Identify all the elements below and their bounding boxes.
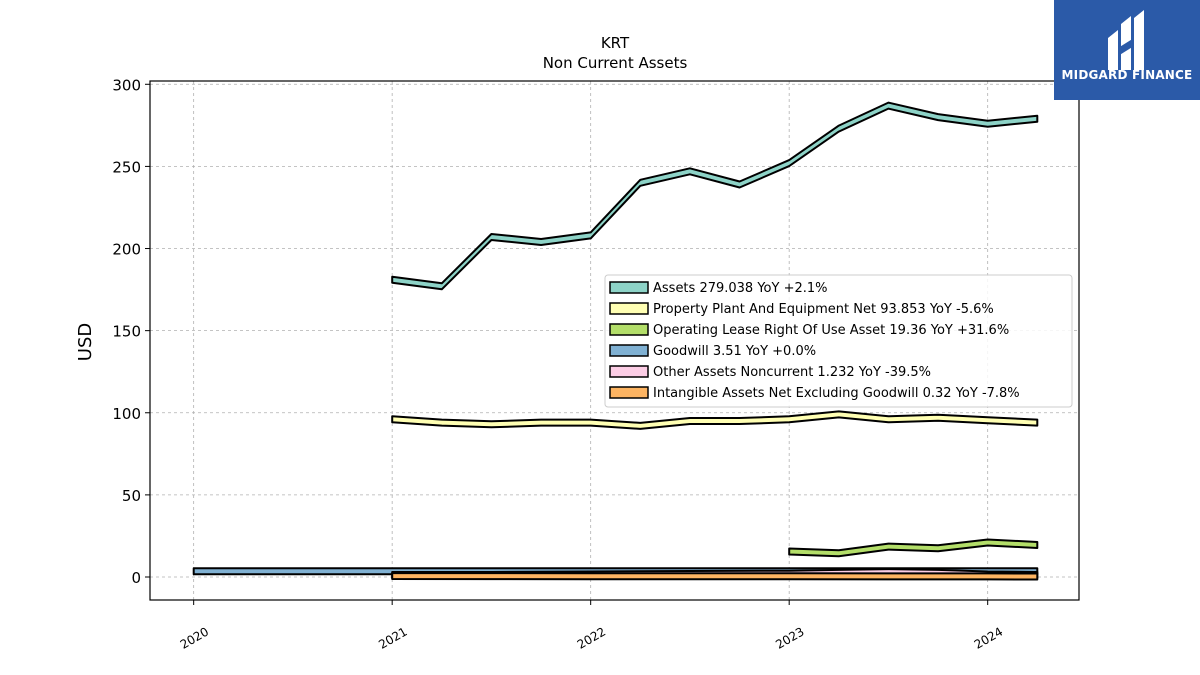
legend-label: Other Assets Noncurrent 1.232 YoY -39.5%: [653, 365, 931, 380]
series-band: [391, 101, 1039, 291]
y-tick-label: 0: [131, 569, 141, 587]
x-tick-label: 2022: [575, 624, 608, 651]
y-tick-label: 300: [112, 76, 141, 94]
legend-label: Property Plant And Equipment Net 93.853 …: [653, 302, 994, 317]
legend-swatch: [609, 344, 649, 357]
x-tick-label: 2020: [178, 624, 211, 651]
y-tick-label: 150: [112, 323, 141, 341]
series-band: [391, 572, 1039, 581]
legend-label: Goodwill 3.51 YoY +0.0%: [653, 344, 816, 359]
legend-label: Operating Lease Right Of Use Asset 19.36…: [653, 323, 1009, 338]
x-tick-label: 2021: [376, 624, 409, 651]
x-tick-label: 2024: [972, 624, 1005, 651]
series-layer: [192, 101, 1039, 581]
legend-box: [604, 274, 1073, 408]
legend-label: Assets 279.038 YoY +2.1%: [653, 281, 828, 296]
chart-title: KRT: [601, 34, 630, 52]
brand-logo: MIDGARD FINANCE: [1054, 0, 1200, 100]
legend-label: Intangible Assets Net Excluding Goodwill…: [653, 386, 1020, 401]
chart-subtitle: Non Current Assets: [543, 54, 688, 72]
midgard-logo-icon: [1108, 10, 1144, 70]
plot-frame: [149, 80, 1080, 601]
series-band: [391, 410, 1039, 430]
x-tick-label: 2023: [773, 624, 806, 651]
legend-swatch: [609, 365, 649, 378]
legend-swatch: [609, 302, 649, 315]
series-band: [788, 538, 1039, 558]
legend: Assets 279.038 YoY +2.1% Property Plant A…: [604, 274, 1073, 408]
brand-name: MIDGARD FINANCE: [1061, 68, 1193, 82]
y-tick-label: 50: [122, 487, 141, 505]
y-tick-label: 250: [112, 158, 141, 176]
legend-swatch: [609, 281, 649, 294]
y-tick-label: 100: [112, 405, 141, 423]
y-tick-label: 200: [112, 241, 141, 259]
legend-swatch: [609, 323, 649, 336]
legend-swatch: [609, 386, 649, 399]
y-axis-label: USD: [75, 323, 96, 361]
